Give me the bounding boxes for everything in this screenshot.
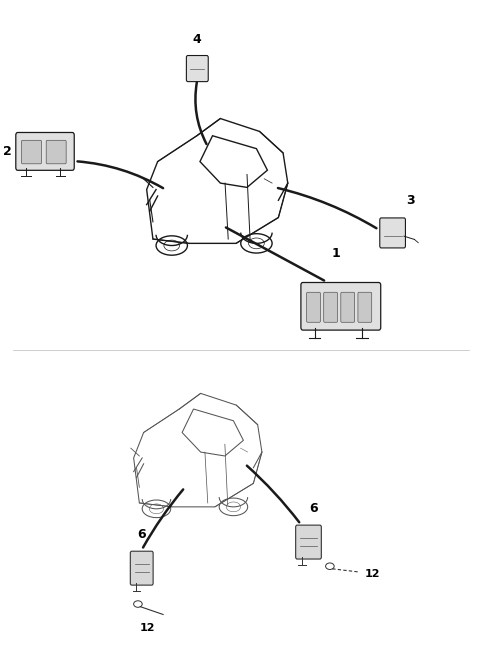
Text: 2: 2: [3, 145, 12, 158]
FancyBboxPatch shape: [341, 292, 355, 322]
Text: 6: 6: [309, 502, 318, 515]
FancyBboxPatch shape: [130, 552, 153, 585]
FancyBboxPatch shape: [358, 292, 372, 322]
FancyBboxPatch shape: [46, 140, 66, 164]
FancyBboxPatch shape: [307, 292, 320, 322]
Text: 6: 6: [137, 529, 146, 542]
FancyBboxPatch shape: [324, 292, 337, 322]
FancyBboxPatch shape: [186, 56, 208, 82]
FancyBboxPatch shape: [380, 218, 406, 248]
FancyBboxPatch shape: [16, 132, 74, 170]
FancyBboxPatch shape: [301, 282, 381, 330]
FancyBboxPatch shape: [296, 525, 321, 559]
Text: 3: 3: [407, 194, 415, 207]
Text: 4: 4: [193, 33, 202, 46]
Text: 1: 1: [332, 248, 340, 260]
Text: 12: 12: [365, 569, 380, 579]
Text: 12: 12: [140, 623, 155, 633]
FancyBboxPatch shape: [22, 140, 41, 164]
